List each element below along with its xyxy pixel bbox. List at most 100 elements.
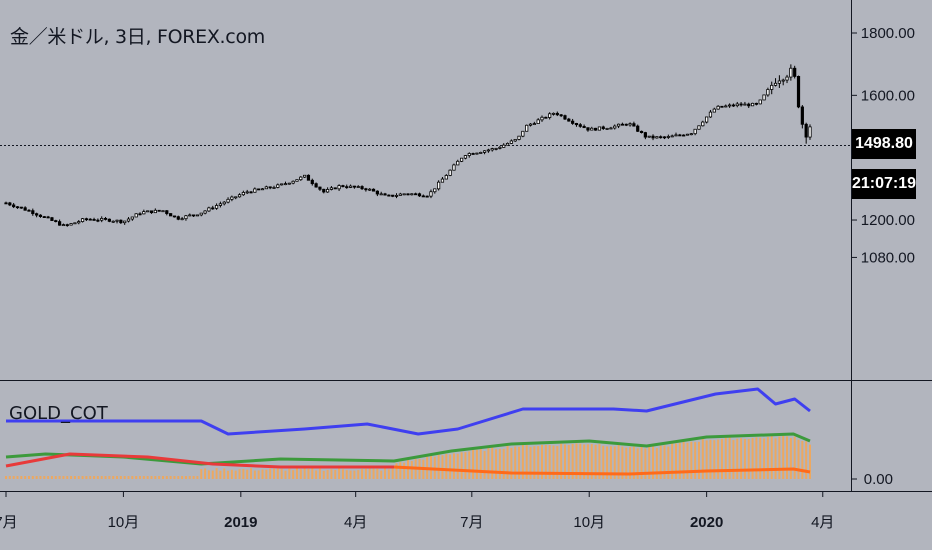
- candle-body: [310, 179, 314, 185]
- candle-body: [804, 123, 808, 138]
- candle-body: [368, 188, 372, 191]
- candle-body: [509, 140, 513, 144]
- cot-bar: [468, 451, 471, 479]
- price-axis[interactable]: 1800.00 1600.00 1200.00 1080.00: [852, 25, 915, 266]
- candle-body: [482, 150, 487, 153]
- cot-bar: [602, 445, 605, 479]
- candle-body: [356, 186, 360, 188]
- cot-bar: [223, 468, 226, 479]
- time-tick-label: 10月: [573, 514, 605, 531]
- time-tick-label: 2020: [690, 514, 723, 531]
- time-tick-label: 10月: [108, 514, 140, 531]
- cot-bar: [495, 449, 498, 479]
- cot-bar: [73, 476, 76, 479]
- candle-body: [697, 125, 701, 130]
- candle-body: [502, 144, 506, 148]
- cot-line-1: [5, 432, 811, 466]
- candle-body: [54, 220, 58, 223]
- cot-bar: [27, 476, 30, 479]
- cot-bar: [5, 476, 7, 479]
- cot-bar: [793, 436, 796, 479]
- cot-bar: [724, 437, 727, 479]
- cot-bar: [334, 469, 337, 479]
- cot-bar: [690, 441, 693, 479]
- cot-bar: [131, 476, 134, 479]
- candle-body: [574, 123, 579, 126]
- time-axis[interactable]: 7月 10月 2019 4月 7月 10月 2020 4月: [0, 492, 834, 531]
- candle-body: [444, 175, 448, 180]
- cot-bar: [384, 468, 387, 479]
- cot-bar: [8, 476, 11, 479]
- cot-bar: [215, 468, 218, 479]
- cot-bar: [705, 440, 708, 479]
- candle-body: [463, 155, 468, 159]
- candle-body: [100, 218, 104, 221]
- indicator-axis[interactable]: 0.00: [852, 471, 893, 488]
- cot-bar: [789, 438, 792, 479]
- cot-bar: [119, 476, 122, 479]
- candle-body: [276, 184, 280, 188]
- cot-bar: [391, 468, 394, 479]
- candle-body: [65, 224, 69, 227]
- candle-body: [796, 76, 801, 108]
- candle-body: [12, 204, 16, 208]
- candle-body: [540, 116, 544, 121]
- candle-body: [475, 152, 479, 155]
- cot-bar: [246, 469, 249, 479]
- cot-bar: [135, 476, 138, 479]
- cot-bar: [62, 476, 65, 479]
- candle-body: [237, 194, 242, 198]
- cot-bar: [295, 468, 298, 479]
- candle-body: [517, 135, 521, 140]
- cot-bar: [632, 446, 635, 479]
- cot-bar: [659, 445, 662, 479]
- candle-body: [188, 214, 192, 217]
- cot-bar: [177, 476, 180, 479]
- candle-body: [666, 136, 670, 138]
- candle-body: [528, 123, 533, 126]
- cot-bar: [211, 470, 214, 479]
- indicator-title[interactable]: GOLD_COT: [9, 403, 108, 424]
- candle-body: [685, 133, 690, 136]
- candle-body: [138, 213, 142, 216]
- cot-bar: [740, 438, 743, 479]
- candle-body: [750, 102, 755, 107]
- cot-bar: [165, 476, 168, 479]
- candle-body: [92, 219, 96, 221]
- cot-bar: [361, 469, 364, 479]
- candle-body: [781, 79, 785, 82]
- candle-body: [433, 188, 437, 193]
- candle-body: [295, 179, 299, 182]
- cot-bar: [544, 445, 547, 479]
- chart-title[interactable]: 金／米ドル, 3日, FOREX.com: [10, 26, 265, 48]
- candle-body: [735, 103, 739, 107]
- candle-body: [103, 218, 108, 220]
- cot-bar: [311, 468, 314, 479]
- cot-bar: [322, 470, 325, 479]
- cot-bar: [809, 444, 811, 479]
- candle-body: [766, 89, 770, 96]
- cot-bar: [759, 437, 762, 479]
- candle-body: [77, 221, 81, 224]
- cot-bar: [786, 436, 789, 479]
- candle-body: [448, 169, 452, 176]
- cot-bar: [644, 448, 647, 479]
- cot-bar: [652, 446, 655, 479]
- cot-bar: [77, 476, 80, 479]
- cot-bar: [410, 461, 413, 479]
- candle-body: [15, 206, 20, 209]
- cot-bar: [173, 476, 176, 479]
- candle-body: [172, 215, 177, 218]
- candle-body: [490, 148, 494, 151]
- cot-bar: [617, 444, 620, 479]
- candle-body: [731, 104, 736, 107]
- candle-body: [724, 105, 728, 108]
- cot-bar: [483, 451, 486, 479]
- cot-bar: [521, 444, 524, 479]
- cot-bar: [188, 476, 191, 479]
- candle-body: [214, 205, 219, 209]
- candle-body: [268, 186, 272, 189]
- cot-bar: [743, 438, 746, 479]
